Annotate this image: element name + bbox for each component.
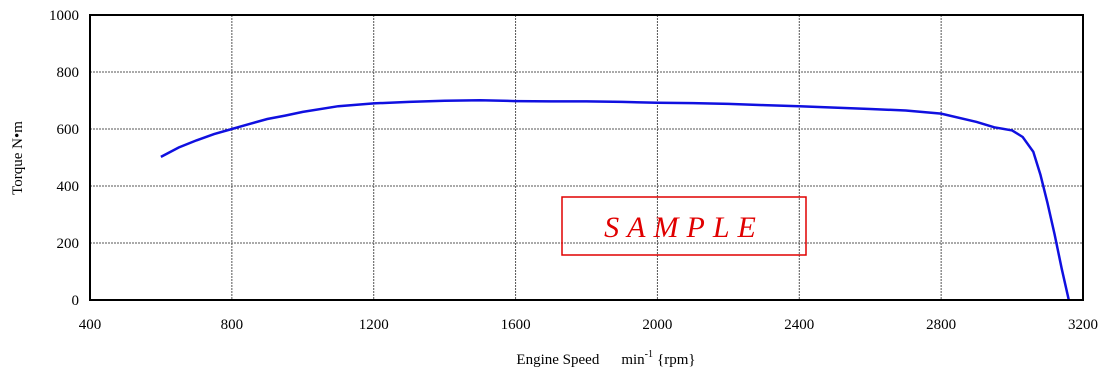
y-tick-label: 200 xyxy=(57,236,80,252)
y-axis-title: Torque N•m xyxy=(10,121,26,195)
x-tick-label: 2000 xyxy=(642,317,672,333)
sample-watermark-box xyxy=(561,196,807,256)
sample-watermark-text: SAMPLE xyxy=(604,211,764,244)
y-tick-label: 1000 xyxy=(49,8,79,24)
plot-area-frame xyxy=(89,14,1084,301)
y-tick-label: 800 xyxy=(57,65,80,81)
x-axis-title-unit: min xyxy=(621,352,645,368)
x-axis-title-main: Engine Speed xyxy=(516,352,599,368)
y-tick-label: 0 xyxy=(72,293,80,309)
torque-series-line xyxy=(160,98,1071,301)
x-tick-label: 2400 xyxy=(784,317,814,333)
x-axis-title-rpm: {rpm} xyxy=(657,352,696,368)
sample-watermark: SAMPLE xyxy=(561,196,807,256)
x-tick-label: 3200 xyxy=(1068,317,1098,333)
x-tick-label: 400 xyxy=(79,317,102,333)
y-tick-label: 400 xyxy=(57,179,80,195)
grid-lines xyxy=(90,15,1083,300)
x-tick-label: 1200 xyxy=(359,317,389,333)
y-tick-labels: 0 200 400 600 800 1000 xyxy=(49,8,79,309)
y-tick-label: 600 xyxy=(57,122,80,138)
x-tick-label: 800 xyxy=(221,317,244,333)
x-axis-title: Engine Speed min-1 {rpm} xyxy=(516,349,695,368)
x-axis-title-exponent: -1 xyxy=(645,349,653,360)
x-tick-label: 1600 xyxy=(501,317,531,333)
x-tick-labels: 400 800 1200 1600 2000 2400 2800 3200 xyxy=(79,317,1098,333)
x-tick-label: 2800 xyxy=(926,317,956,333)
